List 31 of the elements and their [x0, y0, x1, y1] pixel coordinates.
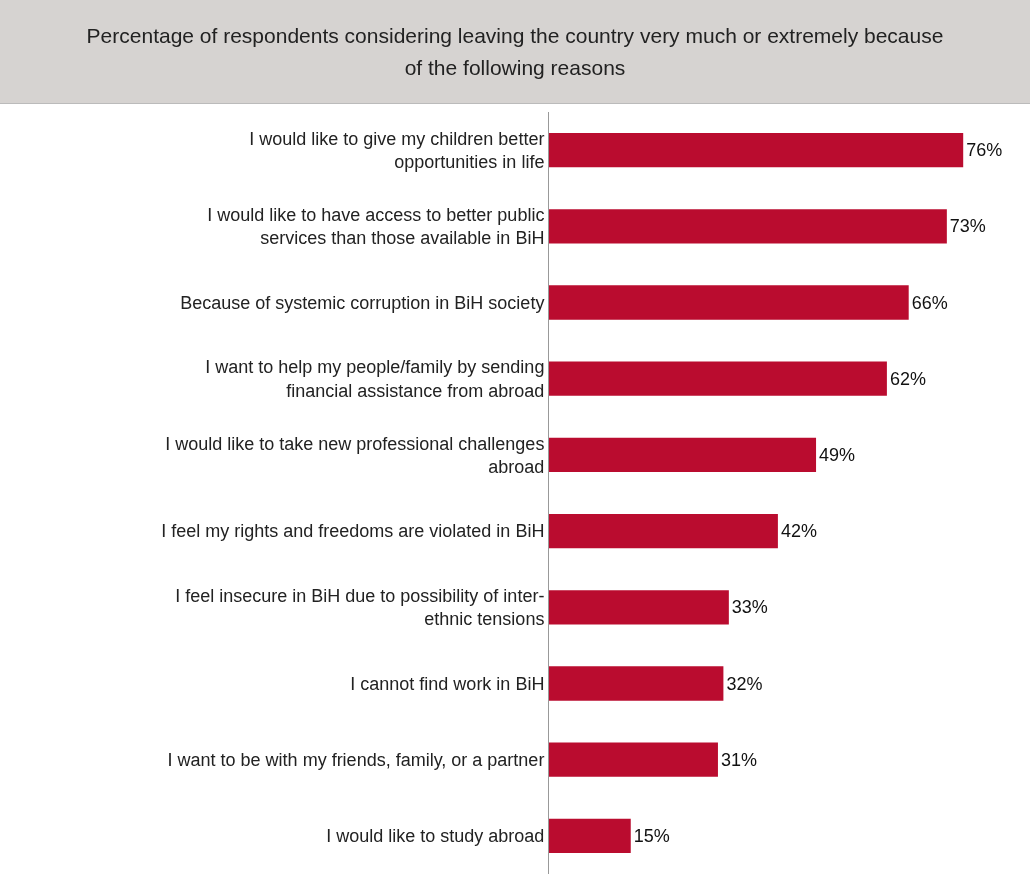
y-tick-label: I want to be with my friends, family, or a partner: [167, 750, 545, 770]
data-label: 33%: [731, 597, 768, 618]
y-tick-label: I would like to take new professional challenges abroad: [165, 433, 545, 477]
y-tick-label: I feel my rights and freedoms are violated in BiH: [161, 521, 545, 542]
data-label: 76%: [966, 140, 1003, 161]
data-label: 62%: [889, 368, 926, 389]
y-tick-label: I would like to study abroad: [326, 826, 545, 847]
data-label: 49%: [819, 444, 856, 465]
bar: [549, 590, 729, 625]
bar: [549, 666, 724, 701]
y-tick-label: I would like to have access to better public services than those available in BiH: [207, 204, 545, 249]
y-tick-label: I would like to give my children better opportunities in life: [249, 128, 545, 173]
bar: [549, 513, 778, 549]
data-label: 32%: [726, 673, 763, 694]
chart-title: Percentage of respondents considering leaving the country very much or extremely because of the following reasons: [85, 22, 945, 81]
y-tick-label: I feel insecure in BiH due to possibility of inter-ethnic tensions: [175, 585, 545, 630]
y-tick-label: I want to help my people/family by sending financial assistance from abroad: [205, 357, 545, 401]
bar: [549, 437, 817, 473]
bar: [549, 742, 718, 777]
data-label: 15%: [633, 825, 670, 846]
bar: [549, 209, 947, 244]
bar: [549, 818, 631, 854]
data-label: 73%: [949, 216, 986, 237]
y-tick-label: Because of systemic corruption in BiH society: [180, 292, 545, 313]
bar: [549, 132, 964, 168]
data-label: 31%: [720, 749, 757, 770]
data-label: 42%: [780, 521, 817, 542]
bar: [549, 361, 887, 396]
y-tick-label: I cannot find work in BiH: [350, 673, 545, 694]
bar: [549, 285, 909, 320]
data-label: 66%: [911, 292, 948, 313]
